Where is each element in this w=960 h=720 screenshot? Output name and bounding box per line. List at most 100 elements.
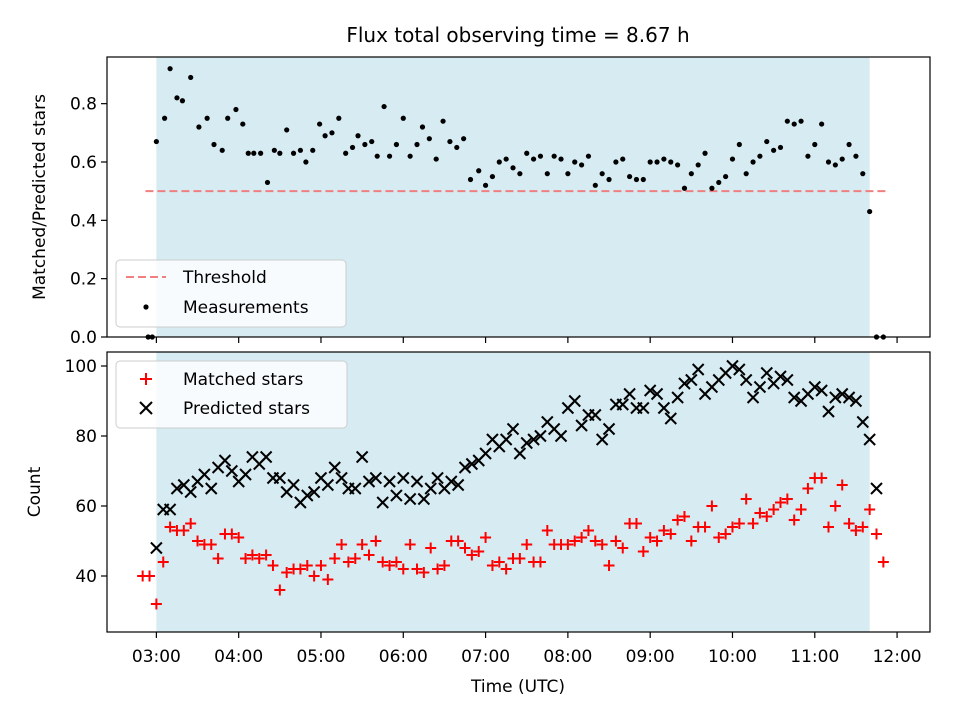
x-tick-label: 09:00 [626, 647, 675, 667]
predicted-star-point [650, 387, 664, 401]
legend-threshold-label: Threshold [182, 268, 267, 288]
predicted-star-point [150, 541, 163, 555]
matched-star-point [384, 560, 396, 571]
matched-star-point [740, 493, 752, 505]
matched-star-point [432, 563, 444, 575]
x-tick-label: 10:00 [708, 647, 757, 667]
measurement-point [454, 144, 460, 151]
matched-star-point [596, 539, 608, 550]
y-tick-label: 40 [75, 567, 97, 587]
predicted-star-point [355, 450, 369, 464]
matched-star-point [178, 525, 190, 536]
predicted-star-point [239, 468, 252, 481]
measurement-point [317, 121, 323, 127]
matched-star-point [185, 518, 197, 529]
predicted-star-point [726, 359, 739, 373]
measurement-point [343, 150, 349, 156]
measurement-point [675, 162, 681, 168]
predicted-star-point [746, 391, 760, 404]
measurement-point [661, 156, 667, 162]
measurement-point [757, 153, 763, 159]
measurement-point [419, 124, 426, 130]
matched-star-point [308, 570, 320, 582]
top-axes-frame [106, 56, 931, 338]
measurement-point [709, 185, 715, 191]
measurement-point [336, 115, 342, 121]
measurement-point [510, 165, 516, 171]
y-tick-label: 0.4 [70, 211, 97, 231]
measurement-point [264, 179, 271, 186]
measurement-point [832, 162, 838, 168]
matched-star-point [356, 539, 368, 550]
matched-star-point [480, 532, 492, 543]
measurement-point [668, 159, 674, 165]
top-panel: 0.00.20.40.60.8 Matched/Predicted stars … [30, 56, 931, 348]
measurement-point [482, 182, 489, 188]
measurement-point [702, 150, 708, 156]
measurement-point [374, 153, 380, 159]
measurement-point [784, 118, 790, 124]
predicted-star-point [760, 366, 773, 380]
legend-predicted-swatch [139, 401, 153, 415]
predicted-star-point [808, 380, 821, 394]
matched-star-point [164, 521, 176, 533]
matched-star-point [644, 532, 656, 543]
matched-star-point [864, 504, 876, 515]
predicted-star-point [520, 436, 533, 450]
predicted-star-point [664, 412, 677, 425]
measurement-point [640, 176, 646, 183]
predicted-star-point [362, 475, 376, 488]
measurement-point [503, 156, 509, 162]
predicted-star-point [465, 457, 479, 471]
predicted-star-point [733, 363, 746, 376]
predicted-star-point [163, 503, 177, 516]
measurement-point [825, 159, 832, 165]
matched-star-point [493, 556, 505, 568]
predicted-star-point [534, 429, 547, 443]
matched-star-point [521, 539, 533, 550]
legend-matched-label: Matched stars [183, 370, 303, 390]
measurement-point [447, 138, 453, 145]
measurement-point [688, 171, 694, 177]
predicted-star-point [198, 468, 211, 481]
measurement-point [530, 156, 537, 162]
measurement-point [426, 136, 432, 142]
measurement-point [633, 176, 640, 183]
measurement-point [791, 121, 797, 127]
x-tick-label: 05:00 [296, 647, 345, 667]
measurement-point [839, 156, 845, 162]
measurement-point [233, 106, 239, 113]
legend-measurements-swatch [143, 304, 149, 310]
matched-star-point [260, 549, 272, 561]
predicted-star-point [390, 489, 403, 502]
measurement-point [196, 124, 202, 130]
measurement-point [585, 153, 592, 159]
predicted-star-point [170, 482, 184, 495]
predicted-star-point [685, 373, 698, 387]
predicted-star-point [349, 482, 362, 495]
matched-star-point [500, 563, 512, 575]
measurement-point [695, 162, 701, 168]
matched-star-point [747, 518, 759, 529]
measurement-point [860, 171, 866, 177]
matched-star-point [589, 535, 601, 547]
predicted-star-point [328, 461, 341, 474]
x-tick-label: 04:00 [214, 647, 263, 667]
predicted-star-point [822, 405, 835, 418]
measurement-point [297, 147, 304, 153]
measurement-point [407, 153, 413, 159]
measurement-point [362, 141, 368, 148]
measurement-point [433, 156, 439, 162]
measurement-point [219, 147, 225, 153]
measurement-point [777, 144, 784, 151]
measurement-point [400, 115, 406, 121]
matched-star-point [802, 483, 814, 494]
matched-star-point [157, 556, 169, 568]
y-tick-label: 60 [75, 497, 97, 517]
legend-matched-swatch [140, 373, 152, 385]
measurement-point [322, 133, 328, 139]
measurement-point [329, 130, 335, 136]
y-tick-label: 100 [65, 357, 97, 377]
measurement-point [771, 147, 777, 153]
predicted-star-point [513, 447, 527, 460]
